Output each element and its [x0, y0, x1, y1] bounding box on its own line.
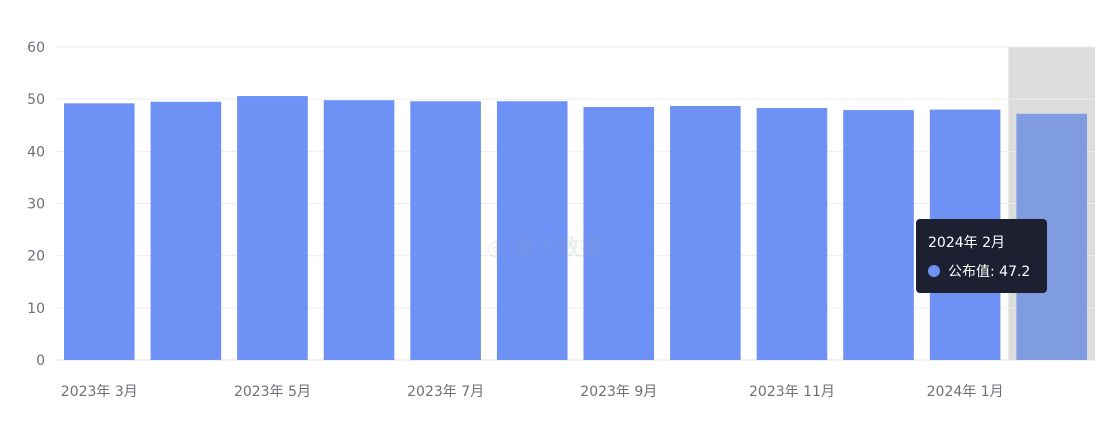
tooltip-value: 公布值: 47.2 — [948, 264, 1031, 280]
bar — [237, 96, 308, 360]
tooltip-title: 2024年 2月 — [928, 235, 1005, 251]
bar — [150, 101, 222, 361]
bar — [410, 101, 481, 361]
bar — [323, 100, 395, 361]
y-tick-label: 60 — [27, 40, 45, 56]
x-tick-label: 2023年 9月 — [580, 384, 657, 400]
bar — [583, 106, 655, 360]
x-tick-label: 2023年 5月 — [234, 384, 311, 400]
watermark: ◎ 金十数据 — [487, 236, 602, 261]
bar — [670, 105, 741, 360]
x-tick-label: 2023年 11月 — [749, 384, 835, 400]
y-tick-label: 20 — [27, 249, 45, 265]
bar — [64, 103, 135, 360]
x-tick-label: 2023年 3月 — [61, 384, 138, 400]
y-tick-label: 50 — [27, 92, 45, 108]
y-tick-label: 30 — [27, 197, 45, 213]
x-tick-label: 2023年 7月 — [407, 384, 484, 400]
y-tick-label: 0 — [36, 353, 45, 369]
bar — [496, 101, 568, 361]
x-tick-label: 2024年 1月 — [927, 384, 1004, 400]
bar — [843, 110, 914, 360]
series-dot-icon — [928, 265, 940, 277]
bar — [756, 108, 828, 360]
y-tick-label: 10 — [27, 301, 45, 317]
watermark-text: 金十数据 — [513, 236, 602, 261]
tooltip: 2024年 2月 公布值: 47.2 — [916, 219, 1047, 293]
y-tick-label: 40 — [27, 144, 45, 160]
